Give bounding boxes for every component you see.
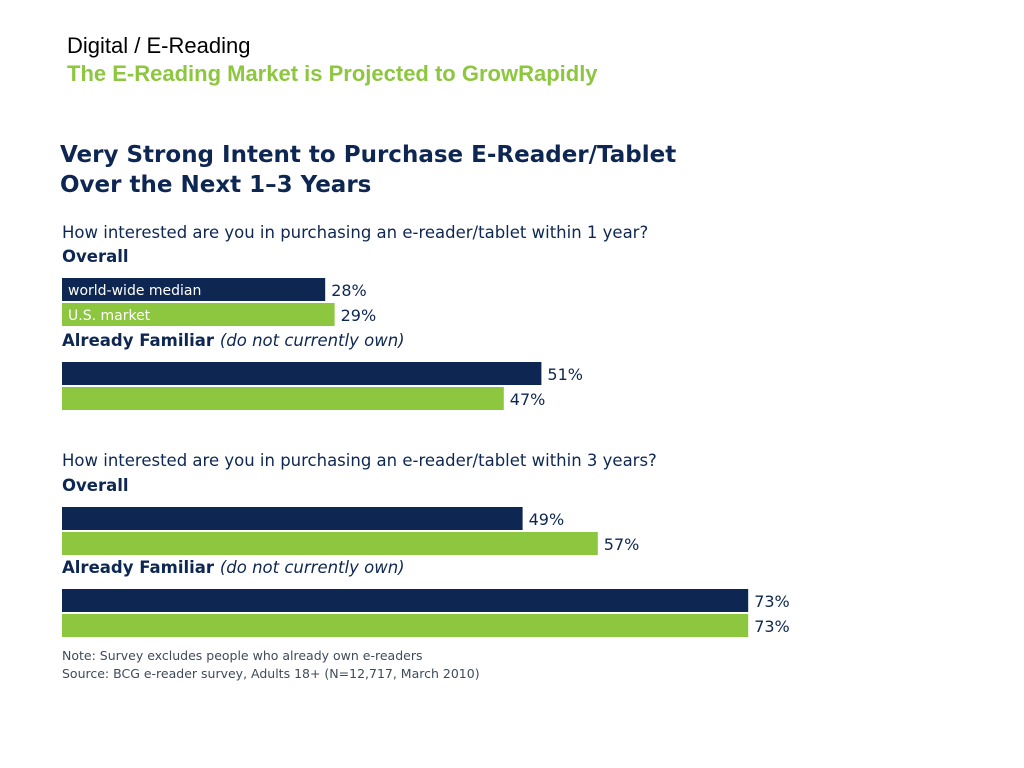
value-label: 47% (510, 390, 546, 409)
bar (62, 507, 523, 530)
bar (62, 589, 749, 612)
group-label: Overall (62, 247, 129, 266)
question-label: How interested are you in purchasing an … (62, 223, 648, 242)
group-label: Already Familiar (do not currently own) (62, 331, 405, 350)
bar (62, 532, 598, 555)
group-label: Overall (62, 476, 129, 495)
slide-title: The E-Reading Market is Projected to Gro… (67, 61, 598, 86)
series-label: U.S. market (68, 308, 151, 324)
value-label: 51% (547, 365, 583, 384)
bar (62, 614, 749, 637)
bar (62, 303, 335, 326)
chart-title-line-2: Over the Next 1–3 Years (60, 172, 371, 198)
group-note: (do not currently own) (220, 331, 405, 350)
question-label: How interested are you in purchasing an … (62, 451, 657, 470)
group-note: (do not currently own) (220, 558, 405, 577)
value-label: 73% (754, 592, 790, 611)
value-label: 29% (341, 306, 377, 325)
chart-note: Note: Survey excludes people who already… (62, 648, 422, 663)
chart-source: Source: BCG e-reader survey, Adults 18+ … (62, 666, 480, 681)
value-label: 57% (604, 535, 640, 554)
chart-panels: How interested are you in purchasing an … (62, 223, 790, 637)
section-title: Digital / E-Reading (67, 33, 251, 58)
value-label: 49% (529, 510, 565, 529)
slide-header: Digital / E-Reading The E-Reading Market… (67, 32, 598, 89)
series-label: world-wide median (68, 283, 201, 299)
value-label: 28% (331, 281, 367, 300)
bar (62, 278, 326, 301)
group-label: Already Familiar (do not currently own) (62, 558, 405, 577)
value-label: 73% (754, 617, 790, 636)
bar (62, 362, 542, 385)
chart-title-line-1: Very Strong Intent to Purchase E-Reader/… (60, 142, 676, 168)
bar (62, 387, 504, 410)
